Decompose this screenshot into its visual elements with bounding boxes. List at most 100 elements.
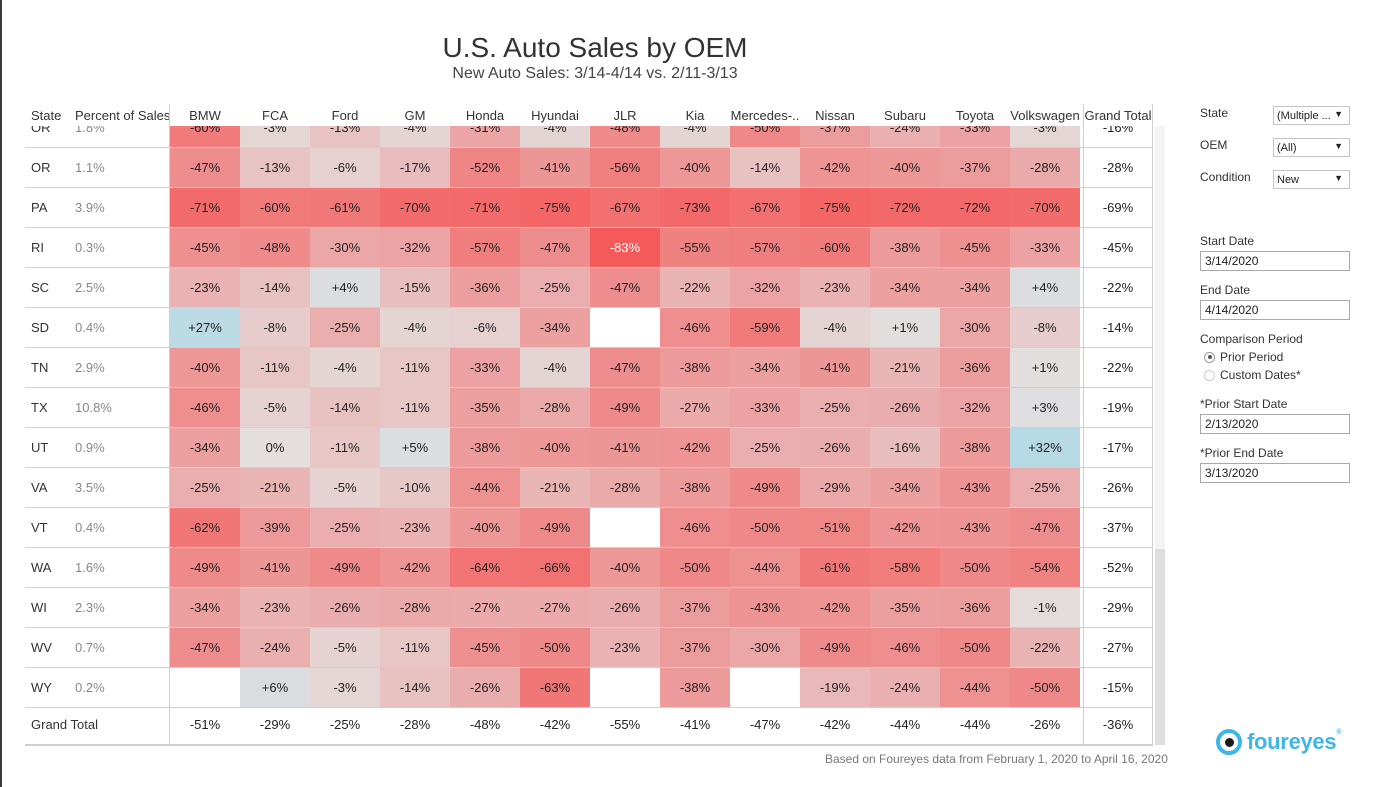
heatmap-cell[interactable]: -34% <box>940 268 1010 307</box>
heatmap-cell[interactable]: -47% <box>1010 508 1080 547</box>
heatmap-cell[interactable]: -50% <box>940 628 1010 667</box>
heatmap-cell[interactable]: -13% <box>240 148 310 187</box>
heatmap-cell[interactable]: -47% <box>590 348 660 387</box>
heatmap-cell[interactable]: -43% <box>940 508 1010 547</box>
heatmap-cell[interactable]: -40% <box>660 148 730 187</box>
state-label[interactable]: RI <box>31 240 44 255</box>
heatmap-cell[interactable]: -15% <box>380 268 450 307</box>
heatmap-cell[interactable]: -3% <box>240 126 310 147</box>
heatmap-cell[interactable]: -16% <box>870 428 940 467</box>
heatmap-cell[interactable]: -11% <box>240 348 310 387</box>
heatmap-cell[interactable]: -23% <box>800 268 870 307</box>
heatmap-cell[interactable]: -36% <box>940 348 1010 387</box>
heatmap-cell[interactable]: -25% <box>520 268 590 307</box>
heatmap-cell[interactable]: +1% <box>870 308 940 347</box>
heatmap-cell[interactable]: -49% <box>590 388 660 427</box>
heatmap-cell[interactable]: -50% <box>940 548 1010 587</box>
heatmap-cell[interactable]: -27% <box>450 588 520 627</box>
state-label[interactable]: WA <box>31 560 52 575</box>
heatmap-cell[interactable]: -32% <box>380 228 450 267</box>
heatmap-cell[interactable]: -49% <box>170 548 240 587</box>
state-label[interactable]: WI <box>31 600 47 615</box>
heatmap-cell[interactable]: -38% <box>870 228 940 267</box>
heatmap-cell[interactable]: -47% <box>170 628 240 667</box>
header-oem-bmw[interactable]: BMW <box>189 108 221 123</box>
heatmap-cell[interactable]: -50% <box>730 508 800 547</box>
heatmap-cell[interactable]: -21% <box>240 468 310 507</box>
heatmap-cell[interactable]: -36% <box>940 588 1010 627</box>
heatmap-cell[interactable]: -45% <box>170 228 240 267</box>
state-label[interactable]: VA <box>31 480 48 495</box>
state-label[interactable]: VT <box>31 520 48 535</box>
heatmap-cell[interactable]: -60% <box>170 126 240 147</box>
heatmap-cell[interactable]: -14% <box>730 148 800 187</box>
heatmap-cell[interactable]: -24% <box>870 126 940 147</box>
heatmap-cell[interactable]: -64% <box>450 548 520 587</box>
heatmap-cell[interactable]: -47% <box>590 268 660 307</box>
heatmap-cell[interactable]: -42% <box>870 508 940 547</box>
heatmap-cell[interactable]: +3% <box>1010 388 1080 427</box>
header-oem-gm[interactable]: GM <box>404 108 426 123</box>
heatmap-cell[interactable]: -47% <box>520 228 590 267</box>
heatmap-cell[interactable]: -44% <box>730 548 800 587</box>
heatmap-cell[interactable]: -28% <box>1010 148 1080 187</box>
heatmap-cell[interactable]: +4% <box>1010 268 1080 307</box>
heatmap-cell[interactable]: -33% <box>1010 228 1080 267</box>
heatmap-cell[interactable]: -33% <box>730 388 800 427</box>
header-oem-ford[interactable]: Ford <box>331 108 359 123</box>
heatmap-cell[interactable]: -28% <box>590 468 660 507</box>
state-label[interactable]: TX <box>31 400 48 415</box>
heatmap-cell[interactable]: -25% <box>310 308 380 347</box>
heatmap-cell[interactable]: -27% <box>660 388 730 427</box>
heatmap-cell[interactable]: -5% <box>310 468 380 507</box>
heatmap-cell[interactable]: -25% <box>800 388 870 427</box>
header-grand-total[interactable]: Grand Total <box>1084 108 1152 123</box>
heatmap-cell[interactable]: -48% <box>590 126 660 147</box>
heatmap-cell[interactable]: -54% <box>1010 548 1080 587</box>
heatmap-cell[interactable]: -34% <box>170 428 240 467</box>
heatmap-cell[interactable]: -33% <box>940 126 1010 147</box>
table-body[interactable]: OR 1.8% -60% -3% -13% -4% -31% -4% -48% -4% -50% -3… <box>25 126 1153 746</box>
heatmap-cell[interactable]: -55% <box>660 228 730 267</box>
prior-start-date-input[interactable] <box>1200 414 1350 434</box>
heatmap-cell[interactable]: -4% <box>310 348 380 387</box>
heatmap-cell[interactable]: +27% <box>170 308 240 347</box>
heatmap-cell[interactable]: -27% <box>520 588 590 627</box>
heatmap-cell[interactable]: -40% <box>520 428 590 467</box>
heatmap-cell[interactable]: -70% <box>1010 188 1080 227</box>
heatmap-cell[interactable]: -36% <box>450 268 520 307</box>
radio-custom-dates[interactable]: Custom Dates* <box>1204 368 1301 382</box>
heatmap-cell[interactable]: -38% <box>660 468 730 507</box>
heatmap-cell[interactable]: -61% <box>800 548 870 587</box>
heatmap-cell[interactable]: -1% <box>1010 588 1080 627</box>
condition-filter-dropdown[interactable]: New ▼ <box>1273 170 1350 189</box>
state-label[interactable]: SC <box>31 280 50 295</box>
heatmap-cell[interactable]: -37% <box>660 628 730 667</box>
heatmap-cell[interactable]: -48% <box>240 228 310 267</box>
heatmap-cell[interactable]: -67% <box>590 188 660 227</box>
heatmap-cell[interactable]: -51% <box>800 508 870 547</box>
header-oem-kia[interactable]: Kia <box>685 108 705 123</box>
heatmap-cell[interactable]: -34% <box>520 308 590 347</box>
heatmap-cell[interactable]: -60% <box>800 228 870 267</box>
radio-selected-icon[interactable] <box>1204 351 1215 363</box>
heatmap-cell[interactable]: -11% <box>380 348 450 387</box>
heatmap-cell[interactable]: -67% <box>730 188 800 227</box>
heatmap-cell[interactable]: -37% <box>800 126 870 147</box>
heatmap-cell[interactable]: -21% <box>870 348 940 387</box>
heatmap-cell[interactable]: -6% <box>450 308 520 347</box>
heatmap-cell[interactable]: +5% <box>380 428 450 467</box>
end-date-input[interactable] <box>1200 300 1350 320</box>
heatmap-cell[interactable]: -57% <box>730 228 800 267</box>
heatmap-cell[interactable]: -23% <box>590 628 660 667</box>
heatmap-cell[interactable]: -35% <box>450 388 520 427</box>
heatmap-cell[interactable]: -14% <box>380 668 450 707</box>
heatmap-cell[interactable]: -47% <box>170 148 240 187</box>
state-filter-dropdown[interactable]: (Multiple ... ▼ <box>1273 106 1350 125</box>
heatmap-cell[interactable]: -11% <box>380 628 450 667</box>
heatmap-cell[interactable]: -72% <box>870 188 940 227</box>
radio-prior-period[interactable]: Prior Period <box>1204 350 1283 364</box>
header-percent-of-sales[interactable]: Percent of Sales <box>75 108 171 123</box>
heatmap-cell[interactable]: -46% <box>660 308 730 347</box>
heatmap-cell[interactable] <box>590 308 660 347</box>
